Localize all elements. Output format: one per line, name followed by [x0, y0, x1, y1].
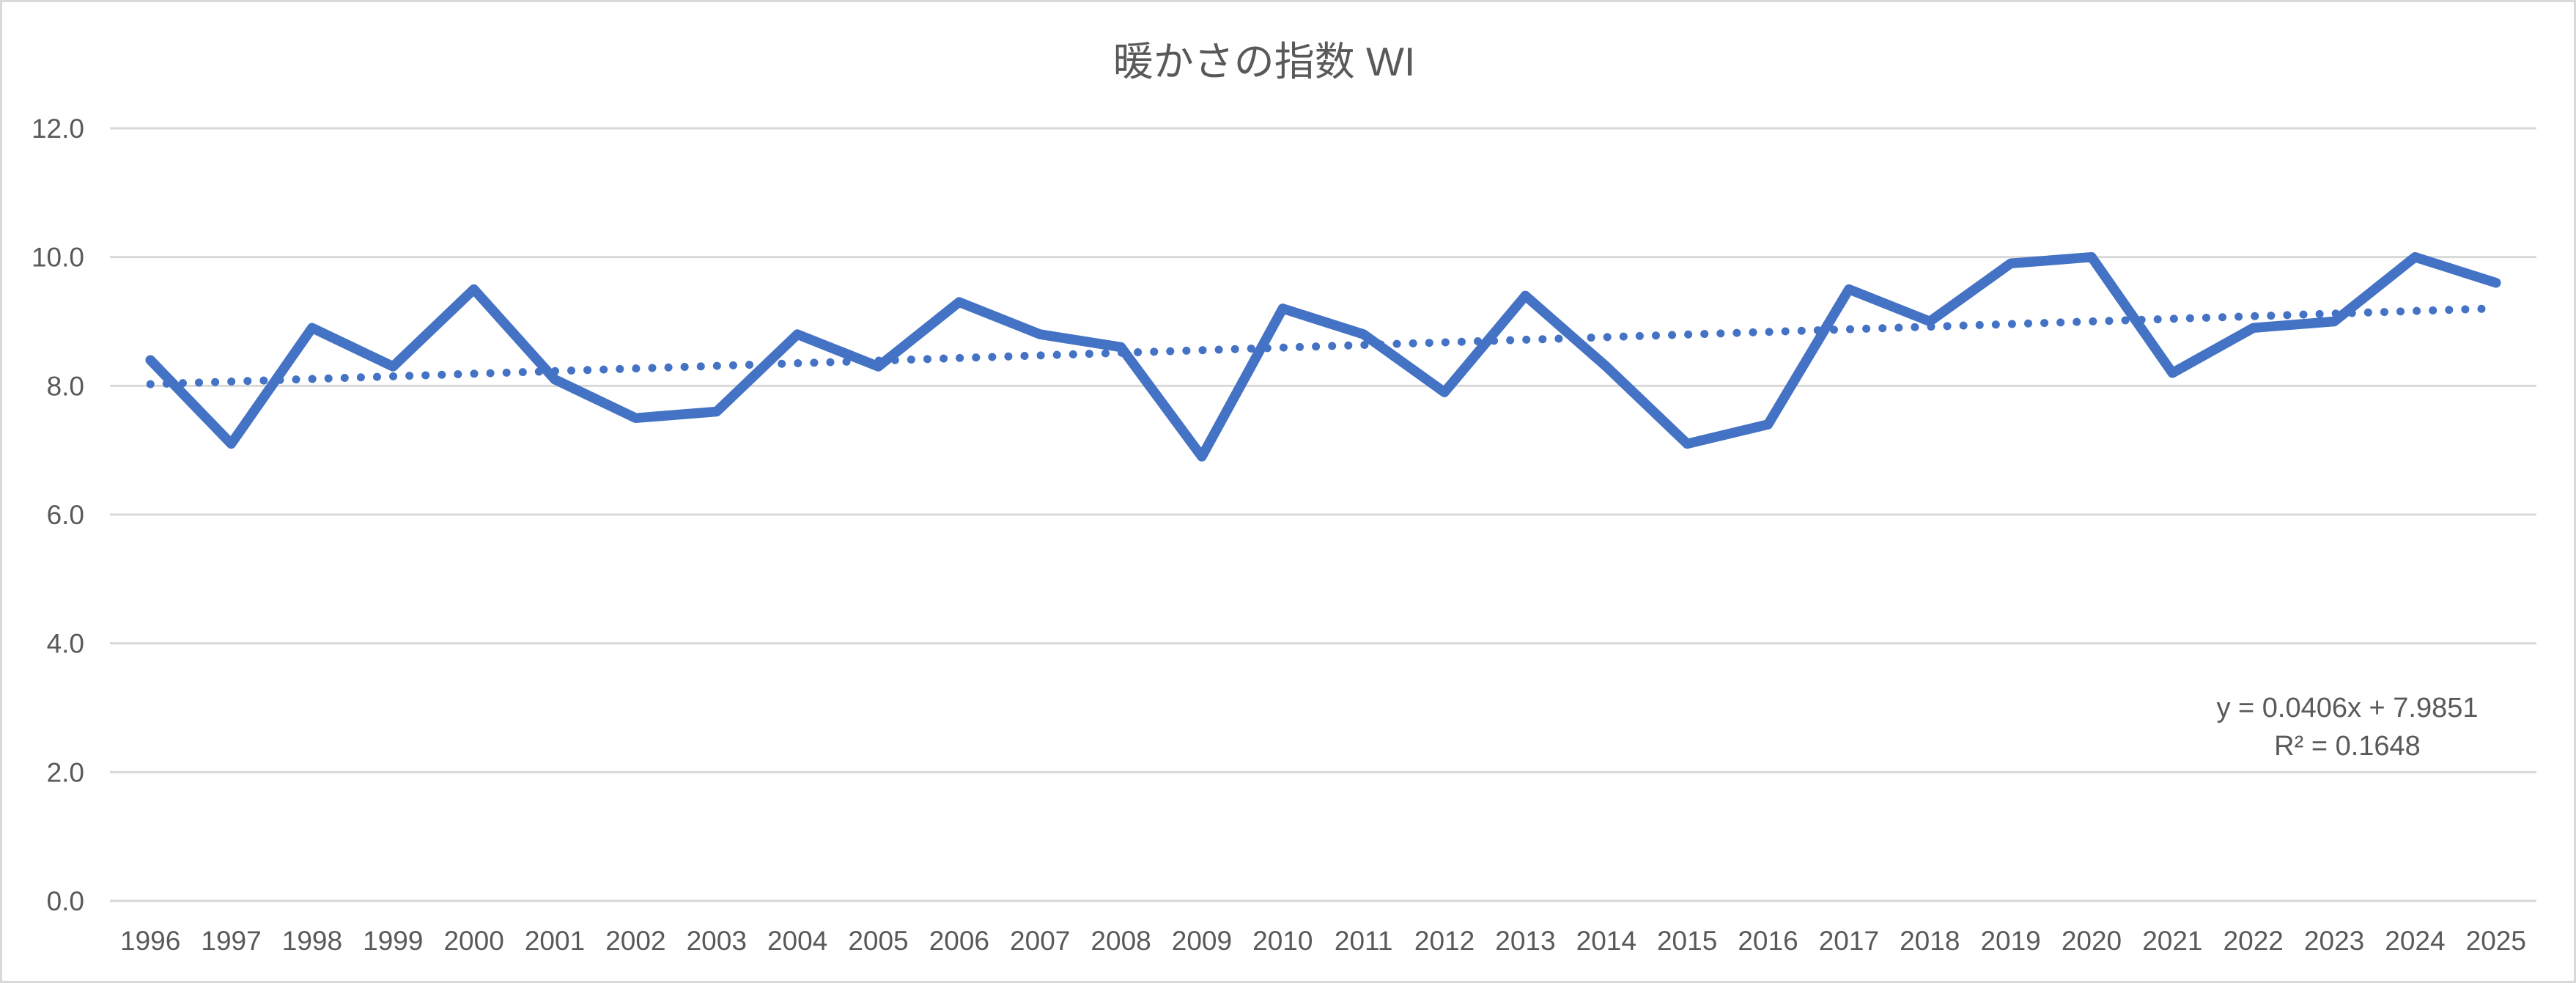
x-tick-label: 1997 — [201, 926, 261, 956]
x-tick-label: 2012 — [1414, 926, 1475, 956]
x-tick-label: 2000 — [443, 926, 503, 956]
x-axis-tick-labels: 1996 1997 1998 1999 2000 2001 2002 2003 2004 2005… — [120, 926, 2526, 956]
y-tick-label: 12.0 — [32, 114, 84, 144]
y-tick-label: 4.0 — [47, 629, 84, 659]
y-tick-label: 6.0 — [47, 500, 84, 530]
x-tick-label: 2016 — [1738, 926, 1798, 956]
y-axis-tick-labels: 0.0 2.0 4.0 6.0 8.0 10.0 12.0 — [32, 114, 84, 916]
x-tick-label: 2013 — [1495, 926, 1555, 956]
x-tick-label: 2005 — [848, 926, 908, 956]
x-tick-label: 2019 — [1980, 926, 2040, 956]
x-tick-label: 2002 — [605, 926, 665, 956]
gridlines — [110, 127, 2536, 902]
x-tick-label: 2008 — [1090, 926, 1151, 956]
y-tick-label: 2.0 — [47, 757, 84, 787]
x-tick-label: 2001 — [525, 926, 585, 956]
x-tick-label: 2024 — [2385, 926, 2445, 956]
x-tick-label: 2015 — [1657, 926, 1717, 956]
x-tick-label: 2025 — [2466, 926, 2526, 956]
x-tick-label: 2020 — [2062, 926, 2122, 956]
trendline-equation-label: y = 0.0406x + 7.9851 — [2216, 693, 2478, 724]
x-tick-label: 2004 — [767, 926, 827, 956]
trendline-r-squared-label: R² = 0.1648 — [2274, 731, 2421, 762]
x-tick-label: 2007 — [1010, 926, 1070, 956]
x-tick-label: 2022 — [2223, 926, 2284, 956]
x-tick-label: 2006 — [929, 926, 989, 956]
y-tick-label: 10.0 — [32, 243, 84, 273]
x-tick-label: 2009 — [1172, 926, 1232, 956]
x-tick-label: 2010 — [1252, 926, 1313, 956]
x-tick-label: 2011 — [1335, 926, 1393, 956]
x-tick-label: 2017 — [1819, 926, 1879, 956]
x-tick-label: 1998 — [282, 926, 342, 956]
x-tick-label: 2021 — [2142, 926, 2202, 956]
wi-data-line — [145, 251, 2501, 462]
x-tick-label: 1996 — [120, 926, 180, 956]
x-tick-label: 2023 — [2304, 926, 2364, 956]
y-tick-label: 8.0 — [47, 371, 84, 401]
x-tick-label: 2018 — [1900, 926, 1960, 956]
x-tick-label: 1999 — [363, 926, 423, 956]
x-tick-label: 2003 — [687, 926, 747, 956]
trendline-annotation: y = 0.0406x + 7.9851 R² = 0.1648 — [2216, 693, 2478, 762]
x-tick-label: 2014 — [1576, 926, 1636, 956]
y-tick-label: 0.0 — [47, 886, 84, 916]
chart-title: 暖かさの指数 WI — [1113, 39, 1415, 84]
